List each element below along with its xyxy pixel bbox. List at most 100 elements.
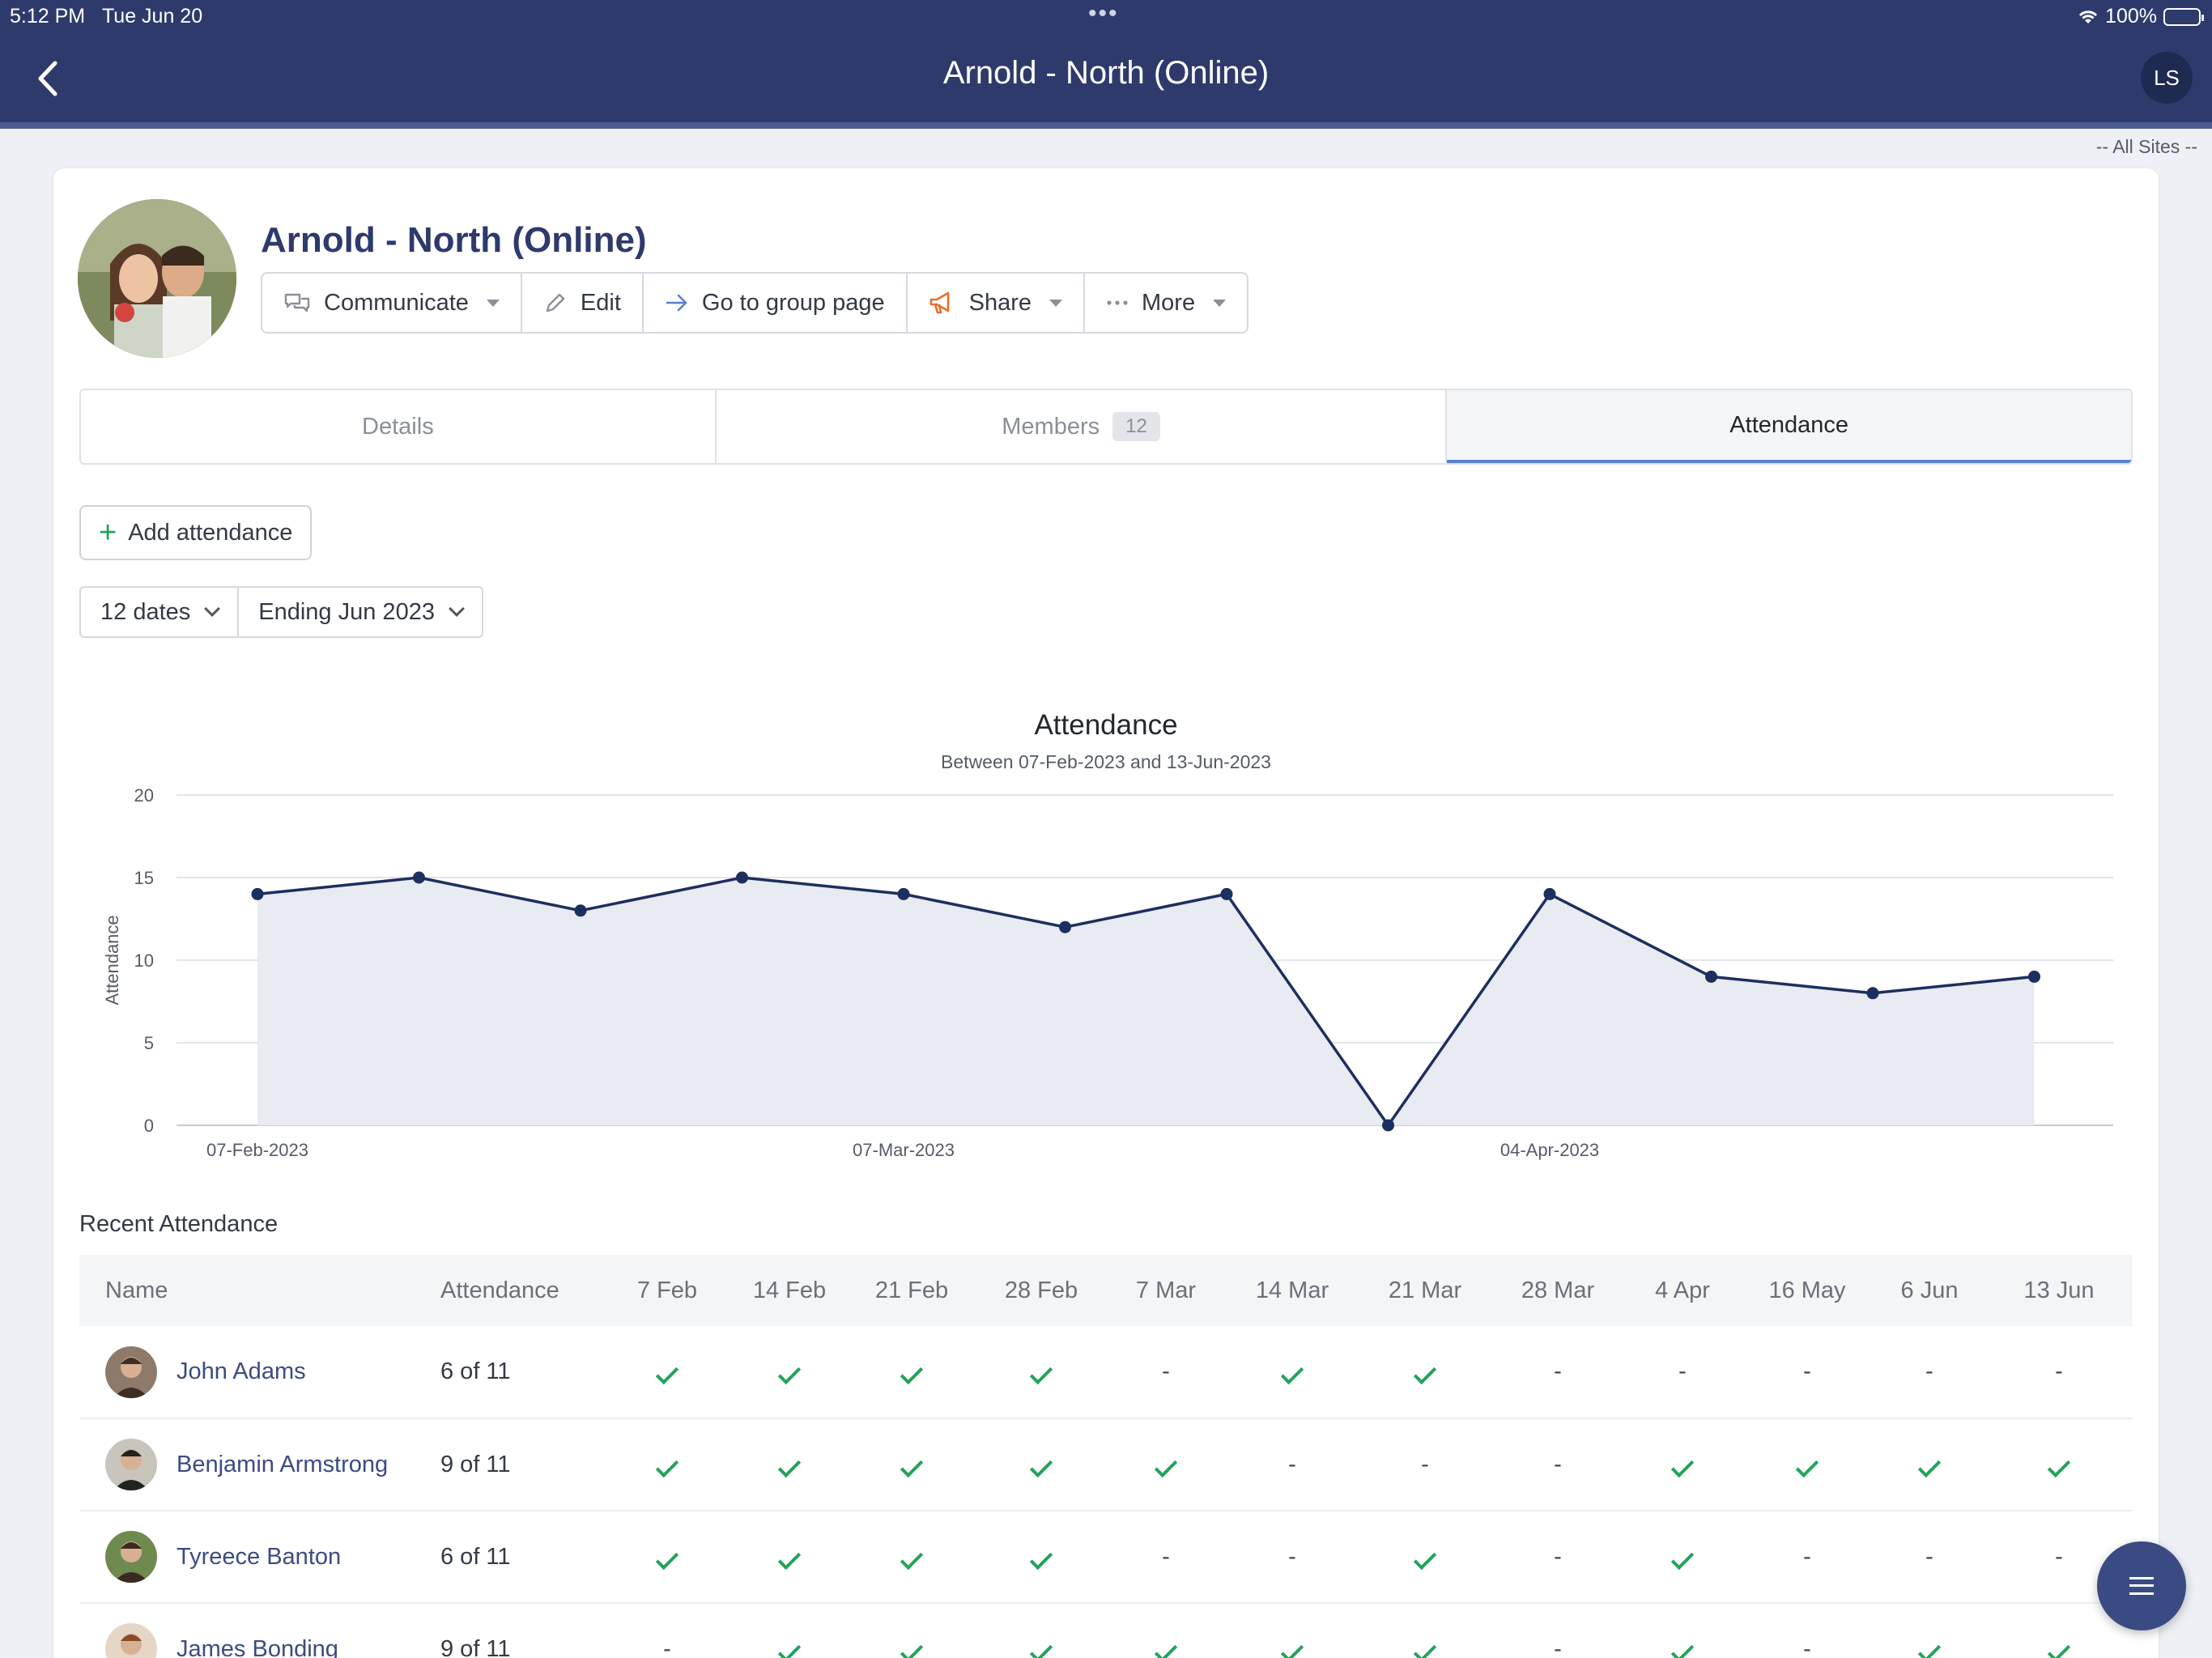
communicate-button[interactable]: Communicate: [262, 274, 522, 332]
tab-details[interactable]: Details: [81, 390, 717, 463]
action-toolbar: Communicate Edit Go to group page Share …: [261, 272, 1249, 334]
more-button[interactable]: More: [1085, 274, 1247, 332]
attendance-mark-cell: -: [1741, 1326, 1874, 1419]
attendance-mark-cell: [602, 1326, 732, 1419]
attendance-mark-cell: [1106, 1418, 1226, 1511]
y-tick-label: 20: [134, 785, 154, 806]
menu-fab-button[interactable]: [2097, 1541, 2186, 1630]
group-name: Arnold - North (Online): [261, 220, 647, 260]
attendance-mark-cell: [1226, 1603, 1359, 1658]
megaphone-icon: [929, 291, 949, 314]
attendance-mark-cell: -: [1985, 1326, 2133, 1419]
plus-icon: +: [99, 516, 117, 550]
back-button[interactable]: [32, 58, 65, 99]
group-photo-image: [78, 199, 236, 358]
group-photo: [78, 199, 236, 358]
attendance-mark-cell: -: [1874, 1326, 1985, 1419]
y-tick-label: 10: [134, 950, 154, 971]
data-point: [574, 904, 587, 917]
user-avatar[interactable]: LS: [2141, 52, 2193, 104]
checkmark-icon: [1154, 1454, 1178, 1477]
table-row[interactable]: James Bonding 9 of 11 - - -: [79, 1603, 2133, 1658]
attendance-mark-cell: -: [1226, 1511, 1359, 1604]
add-attendance-button[interactable]: + Add attendance: [79, 505, 313, 560]
attendance-mark-cell: -: [1741, 1511, 1874, 1604]
checkmark-icon: [900, 1361, 924, 1385]
attendance-mark-cell: [602, 1418, 732, 1511]
pencil-icon: [546, 293, 565, 312]
checkmark-icon: [655, 1454, 679, 1477]
chat-bubbles-icon: [284, 293, 310, 312]
member-cell: Benjamin Armstrong: [79, 1418, 440, 1511]
tab-members[interactable]: Members 12: [717, 390, 1448, 463]
absent-dash: -: [1162, 1543, 1170, 1570]
ending-month-value: Ending Jun 2023: [258, 598, 435, 625]
data-point: [1220, 887, 1233, 900]
data-point: [1059, 920, 1071, 933]
attendance-mark-cell: -: [1226, 1418, 1359, 1511]
go-to-group-label: Go to group page: [701, 289, 885, 316]
checkmark-icon: [2047, 1639, 2071, 1658]
column-header: 14 Mar: [1226, 1255, 1359, 1326]
y-tick-label: 15: [134, 868, 154, 888]
checkmark-icon: [1029, 1361, 1053, 1385]
table-row[interactable]: Tyreece Banton 6 of 11 - - - - - -: [79, 1511, 2133, 1604]
absent-dash: -: [2055, 1358, 2063, 1384]
chevron-left-icon: [38, 61, 57, 96]
ending-month-dropdown[interactable]: Ending Jun 2023: [239, 588, 482, 636]
x-tick-label: 04-Apr-2023: [1500, 1140, 1599, 1160]
attendance-mark-cell: [732, 1326, 847, 1419]
data-point: [1866, 987, 1879, 1000]
members-count-badge: 12: [1112, 412, 1160, 441]
absent-dash: -: [1162, 1358, 1170, 1384]
table-row[interactable]: John Adams 6 of 11 - - - - - -: [79, 1326, 2133, 1419]
member-name-link[interactable]: John Adams: [177, 1358, 306, 1384]
attendance-mark-cell: [1741, 1418, 1874, 1511]
member-name-link[interactable]: James Bonding: [177, 1635, 338, 1658]
attendance-mark-cell: [1874, 1603, 1985, 1658]
add-attendance-label: Add attendance: [128, 519, 293, 546]
edit-label: Edit: [580, 289, 621, 316]
column-header: 7 Feb: [602, 1255, 732, 1326]
more-label: More: [1142, 289, 1196, 316]
column-header: 21 Mar: [1359, 1255, 1491, 1326]
member-name-link[interactable]: Benjamin Armstrong: [177, 1451, 389, 1477]
communicate-label: Communicate: [324, 289, 469, 316]
attendance-summary: 9 of 11: [440, 1418, 602, 1511]
checkmark-icon: [655, 1546, 679, 1570]
tab-members-label: Members: [1002, 413, 1100, 440]
checkmark-icon: [1413, 1361, 1437, 1385]
table-row[interactable]: Benjamin Armstrong 9 of 11 - - -: [79, 1418, 2133, 1511]
data-point: [1543, 887, 1556, 900]
attendance-mark-cell: [1106, 1603, 1226, 1658]
avatar: [105, 1439, 157, 1490]
attendance-mark-cell: [602, 1511, 732, 1604]
checkmark-icon: [1154, 1639, 1178, 1658]
checkmark-icon: [1280, 1639, 1304, 1658]
member-cell: John Adams: [79, 1326, 440, 1419]
member-name-link[interactable]: Tyreece Banton: [177, 1543, 342, 1570]
tab-attendance[interactable]: Attendance: [1447, 390, 2131, 463]
multitasking-dots[interactable]: •••: [1088, 0, 1119, 27]
attendance-table: Name Attendance 7 Feb 14 Feb 21 Feb 28 Feb 7 M…: [79, 1255, 2133, 1658]
x-tick-label: 07-Feb-2023: [206, 1140, 308, 1160]
edit-button[interactable]: Edit: [522, 274, 644, 332]
share-button[interactable]: Share: [908, 274, 1086, 332]
attendance-mark-cell: [1226, 1326, 1359, 1419]
attendance-mark-cell: [847, 1511, 976, 1604]
status-time: 5:12 PM Tue Jun 20: [10, 5, 202, 28]
caret-down-icon: [1213, 299, 1227, 307]
checkmark-icon: [900, 1639, 924, 1658]
attendance-mark-cell: [847, 1418, 976, 1511]
go-to-group-page-button[interactable]: Go to group page: [644, 274, 908, 332]
checkmark-icon: [1670, 1546, 1695, 1570]
checkmark-icon: [2047, 1454, 2071, 1477]
share-label: Share: [968, 289, 1032, 316]
attendance-mark-cell: -: [1874, 1511, 1985, 1604]
attendance-mark-cell: [847, 1603, 976, 1658]
absent-dash: -: [2055, 1543, 2063, 1570]
dates-count-dropdown[interactable]: 12 dates: [81, 588, 240, 636]
attendance-mark-cell: -: [1624, 1326, 1741, 1419]
wifi-icon: [2078, 10, 2098, 23]
site-selector[interactable]: -- All Sites --: [2095, 136, 2197, 157]
